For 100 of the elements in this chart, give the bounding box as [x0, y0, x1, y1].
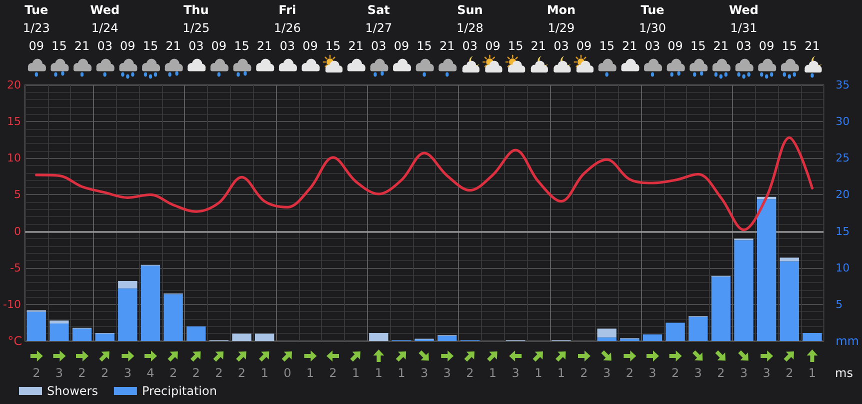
x-tick-label: 15	[234, 39, 250, 53]
x-tick-label: 15	[782, 39, 798, 53]
data-label: 2	[78, 366, 86, 380]
bar	[688, 316, 708, 341]
bar	[95, 334, 114, 341]
data-label: 2	[671, 366, 680, 380]
x-tick-label: 09	[485, 39, 500, 53]
bar	[118, 288, 138, 341]
bar	[26, 312, 46, 341]
x-tick-label: 15	[690, 39, 706, 53]
bar	[72, 328, 92, 341]
data-label: 1	[306, 366, 314, 380]
data-label: 3	[124, 366, 132, 380]
data-label: 1	[534, 366, 542, 380]
text: ms	[835, 366, 853, 380]
data-label: 2	[32, 366, 40, 380]
y2-tick-label: 10	[836, 261, 850, 274]
bar	[50, 320, 69, 324]
x-tick-label: Fri 1/26 03	[274, 3, 301, 53]
x-tick-label: 21	[166, 39, 181, 53]
y2-tick-label: 20	[836, 188, 850, 202]
data-label: 2	[466, 366, 474, 380]
data-label: 3	[420, 366, 428, 380]
data-label: 1	[260, 366, 268, 380]
x-tick-label: 15	[599, 39, 614, 53]
bar	[642, 334, 662, 341]
x-tick-label: Thu 1/25 03	[182, 3, 210, 53]
x-tick-label: Mon 1/29 03	[546, 3, 576, 53]
line-series	[35, 136, 814, 232]
x-tick-label: 09	[211, 39, 227, 53]
data-label: 1	[488, 366, 497, 380]
data-label: 3	[740, 366, 748, 380]
x-tick-label: Wed 1/31 03	[728, 3, 759, 53]
x-tick-label: Sun 1/28 03	[456, 3, 484, 53]
bar	[118, 281, 138, 288]
x-tick-label: 21	[530, 39, 546, 53]
data-label: 0	[284, 366, 292, 380]
data-label: 2	[100, 366, 109, 380]
bar	[734, 240, 754, 341]
bar	[711, 276, 731, 341]
y-tick-label: 20	[6, 78, 21, 92]
legend-label: Precipitation	[142, 384, 217, 398]
data-label: 3	[602, 366, 611, 380]
data-label: 1	[374, 366, 383, 380]
y2-tick-label: 25	[836, 152, 850, 165]
y-axis-title: °C	[8, 334, 22, 348]
data-label: 2	[215, 366, 223, 380]
x-tick-label: 09	[668, 39, 683, 53]
data-label: 4	[146, 366, 154, 380]
x-tick-label: 09	[120, 39, 136, 53]
y2-tick-label: 5	[836, 298, 843, 311]
bar	[756, 199, 776, 341]
data-label: 1	[557, 366, 566, 380]
bar	[369, 332, 388, 341]
bar	[802, 332, 822, 341]
x-tick-label: Tue 1/23 09	[22, 3, 50, 53]
x-tick-label: 15	[142, 39, 158, 53]
bar	[140, 266, 160, 341]
x-tick-label: 09	[758, 39, 774, 53]
y-tick-label: 10	[6, 152, 21, 165]
bar	[666, 322, 685, 341]
data-label: 2	[786, 366, 794, 380]
data-label: 2	[717, 366, 725, 380]
bar	[186, 326, 206, 341]
bar	[780, 258, 799, 262]
data-label: 1	[808, 366, 816, 380]
x-tick-label: 21	[74, 39, 90, 53]
data-label: 2	[329, 366, 337, 380]
data-label: 2	[580, 366, 588, 380]
x-tick-label: 21	[622, 39, 638, 53]
x-tick-label: Wed 1/24 03	[90, 3, 120, 53]
x-tick-label: 21	[348, 39, 364, 53]
y2-tick-label: 35	[836, 78, 850, 92]
x-tick-label: 15	[508, 39, 524, 53]
data-label: 2	[626, 366, 634, 380]
y-tick-label: 15	[6, 115, 21, 128]
x-tick-label: 09	[394, 39, 410, 53]
data-label: 3	[443, 366, 451, 380]
x-tick-label: Tue 1/30 03	[639, 3, 666, 53]
bar	[780, 261, 799, 341]
data-label: 3	[55, 366, 64, 380]
bar	[254, 334, 274, 341]
y-tick-label: -5	[10, 261, 21, 274]
bar	[438, 336, 457, 341]
x-tick-label: 21	[439, 39, 455, 53]
data-label: 3	[648, 366, 656, 380]
x-tick-label: 15	[52, 39, 67, 53]
x-tick-label: 09	[302, 39, 318, 53]
y-tick-label: 0	[14, 224, 21, 238]
y2-axis-title: mm	[836, 334, 860, 348]
data-label: 3	[512, 366, 520, 380]
y2-tick-label: 30	[836, 115, 850, 128]
data-label: 2	[169, 366, 178, 380]
y-tick-label: -10	[3, 298, 21, 311]
x-tick-label: 21	[804, 39, 820, 53]
bar	[164, 294, 183, 341]
data-label: 1	[352, 366, 360, 380]
bar	[597, 337, 616, 341]
bar	[50, 323, 69, 341]
data-label: 1	[398, 366, 406, 380]
